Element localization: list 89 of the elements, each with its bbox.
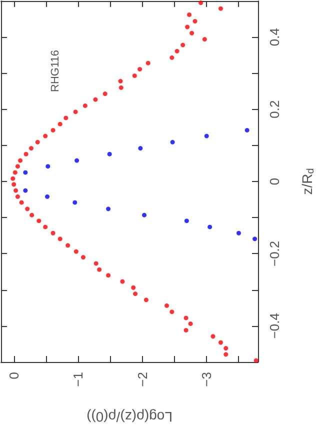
- point: [94, 261, 98, 266]
- point: [210, 334, 216, 339]
- point: [14, 188, 18, 193]
- x-tick-label: −3: [199, 372, 214, 387]
- point: [120, 279, 125, 284]
- y-tick-label: 0.4: [267, 28, 282, 46]
- point: [164, 303, 170, 308]
- point: [50, 128, 56, 132]
- y-tick-label: −0.4: [267, 313, 282, 339]
- point: [93, 97, 98, 102]
- x-tick-label: −2: [134, 372, 150, 387]
- point: [19, 200, 24, 205]
- point: [184, 316, 188, 320]
- point: [138, 66, 142, 72]
- point: [24, 152, 28, 156]
- point: [208, 224, 212, 230]
- point: [97, 267, 102, 272]
- point: [28, 146, 34, 151]
- point: [35, 140, 40, 144]
- point: [106, 273, 111, 278]
- point: [224, 352, 228, 357]
- point: [25, 206, 30, 212]
- point: [43, 134, 48, 138]
- point: [102, 92, 108, 96]
- x-tick-label: −1: [70, 372, 86, 387]
- point: [50, 230, 56, 236]
- point: [106, 206, 111, 212]
- point: [74, 249, 78, 254]
- x-tick-label: 0: [6, 372, 22, 380]
- point: [180, 42, 186, 48]
- point: [142, 212, 147, 218]
- point: [190, 30, 194, 36]
- point: [118, 78, 123, 84]
- point: [36, 218, 42, 224]
- point: [132, 73, 137, 78]
- point: [80, 255, 86, 260]
- point: [170, 55, 174, 60]
- x-axis-title: Log(ρ(z)/ρ(0)): [86, 409, 172, 425]
- point: [224, 346, 228, 351]
- point: [43, 224, 48, 230]
- point: [23, 188, 28, 193]
- y-tick-label: 0.2: [267, 100, 282, 118]
- point: [170, 310, 174, 314]
- point: [72, 200, 78, 205]
- point: [23, 170, 28, 175]
- point: [252, 236, 258, 242]
- annotation: RHG116: [50, 50, 62, 92]
- point: [254, 358, 258, 363]
- point: [12, 170, 18, 175]
- point: [198, 0, 204, 6]
- point: [82, 103, 88, 108]
- point: [30, 212, 34, 218]
- point: [218, 340, 223, 345]
- point: [188, 321, 193, 326]
- point: [218, 6, 223, 11]
- point: [58, 122, 62, 126]
- point: [107, 152, 112, 156]
- point: [10, 176, 16, 181]
- point: [138, 146, 143, 151]
- point: [58, 236, 62, 242]
- point: [202, 37, 207, 42]
- point: [18, 158, 23, 163]
- point: [144, 298, 148, 302]
- point: [15, 194, 20, 199]
- point: [73, 110, 78, 114]
- point: [184, 218, 189, 224]
- y-axis-title: z/Rd: [299, 168, 316, 195]
- point: [170, 140, 175, 144]
- point: [236, 230, 241, 236]
- point: [15, 164, 20, 169]
- point: [12, 182, 16, 187]
- point: [46, 164, 50, 169]
- point: [64, 116, 68, 120]
- point: [187, 12, 192, 17]
- point: [133, 292, 138, 296]
- point: [45, 194, 50, 199]
- y-tick-label: −0.2: [267, 240, 282, 267]
- point: [146, 60, 150, 66]
- point: [184, 328, 188, 332]
- point: [66, 243, 70, 248]
- y-tick-label: 0: [267, 178, 282, 186]
- point: [174, 48, 180, 54]
- point: [131, 285, 136, 290]
- point: [74, 158, 80, 163]
- point: [204, 134, 209, 138]
- point: [185, 24, 190, 30]
- point: [192, 18, 198, 24]
- point: [118, 85, 124, 90]
- point: [244, 128, 250, 132]
